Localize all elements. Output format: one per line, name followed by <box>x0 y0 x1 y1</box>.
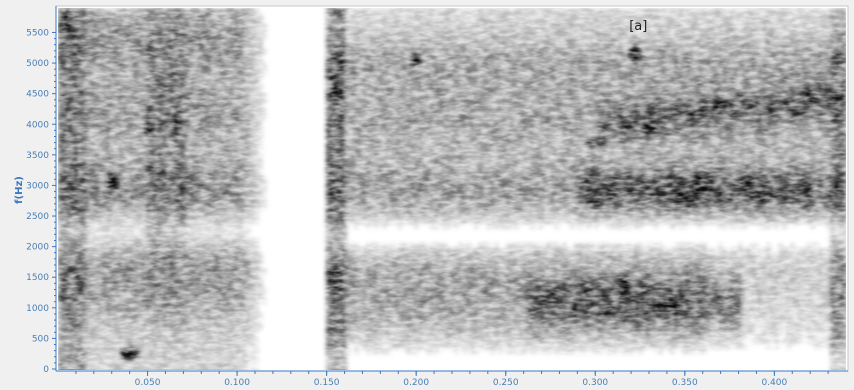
spectrogram-window: 0 500 1000 1500 2000 2500 3000 3500 4000 4500 5000… <box>14 5 849 388</box>
spectrogram-chart: 0500100015002000250030003500400045005000… <box>14 5 849 388</box>
